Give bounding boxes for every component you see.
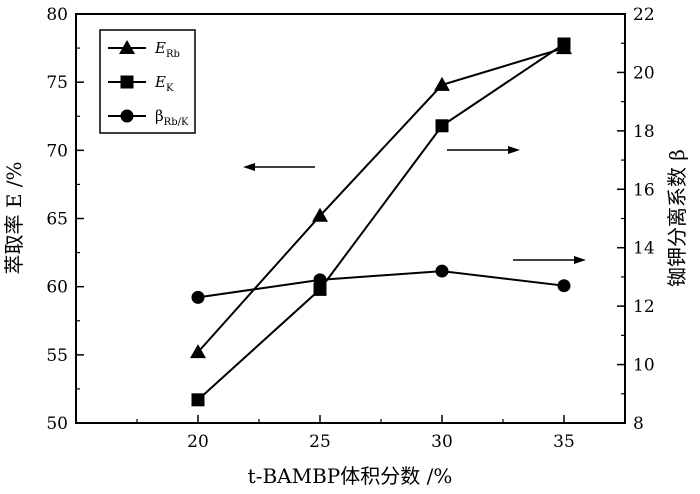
left-y-tick-label: 80 — [46, 5, 68, 25]
legend-item-erb: ERb — [108, 39, 180, 60]
legend-marker-ek — [120, 75, 134, 89]
data-point-beta — [313, 273, 327, 287]
right-y-tick-label: 12 — [633, 297, 655, 317]
x-axis-label: t-BAMBP体积分数 /% — [248, 464, 453, 488]
data-point-ek — [313, 282, 327, 296]
right-y-axis-label: 铷钾分离系数 β — [665, 149, 689, 287]
data-point-erb — [190, 344, 206, 359]
data-point-erb — [312, 207, 328, 222]
x-tick-label: 20 — [187, 432, 209, 452]
x-axis-ticks: 20 25 30 35 — [136, 415, 575, 452]
x-tick-label: 35 — [553, 432, 575, 452]
right-y-tick-label: 16 — [633, 180, 655, 200]
arrow-right-right — [513, 256, 586, 264]
data-point-beta — [557, 279, 571, 293]
legend-label-ek: EK — [154, 73, 174, 94]
right-y-tick-label: 8 — [633, 414, 644, 434]
series-line-beta — [197, 270, 565, 299]
annotation-arrows — [243, 146, 586, 264]
left-y-axis-label: 萃取率 E /% — [2, 161, 26, 274]
left-y-tick-label: 65 — [46, 210, 68, 230]
data-point-ek — [191, 393, 205, 407]
legend-marker-beta — [120, 109, 134, 123]
data-point-ek — [435, 119, 449, 133]
data-point-beta — [435, 264, 449, 278]
legend-marker-erb — [119, 40, 135, 54]
right-y-tick-label: 14 — [633, 239, 655, 259]
left-y-tick-label: 60 — [46, 278, 68, 298]
series-beta — [191, 264, 571, 304]
arrow-left-left — [243, 163, 315, 171]
arrow-right-right — [447, 146, 520, 154]
legend-label-beta: βRb/K — [155, 107, 189, 128]
left-y-tick-label: 50 — [46, 414, 68, 434]
legend-item-beta: βRb/K — [108, 107, 189, 128]
left-y-tick-label: 75 — [46, 73, 68, 93]
data-point-ek — [557, 37, 571, 51]
right-y-tick-label: 10 — [633, 356, 655, 376]
left-y-tick-label: 70 — [46, 141, 68, 161]
legend: ERb EK βRb/K — [99, 29, 196, 134]
series-line-erb — [197, 47, 565, 353]
left-y-tick-label: 55 — [46, 346, 68, 366]
legend-label-erb: ERb — [154, 39, 180, 60]
series-erb — [190, 40, 572, 359]
data-point-beta — [191, 290, 205, 304]
right-y-tick-label: 20 — [633, 63, 655, 83]
series-line-ek — [197, 43, 565, 401]
legend-item-ek: EK — [108, 73, 174, 94]
right-y-axis-ticks: 8 10 12 14 16 18 20 22 — [617, 5, 655, 434]
right-y-tick-label: 18 — [633, 122, 655, 142]
left-y-axis-ticks: 50 55 60 65 70 75 80 — [46, 5, 84, 434]
series-layer — [190, 37, 572, 407]
right-y-tick-label: 22 — [633, 5, 655, 25]
series-ek — [191, 37, 571, 407]
x-tick-label: 30 — [431, 432, 453, 452]
data-point-erb — [434, 76, 450, 91]
x-tick-label: 25 — [309, 432, 331, 452]
